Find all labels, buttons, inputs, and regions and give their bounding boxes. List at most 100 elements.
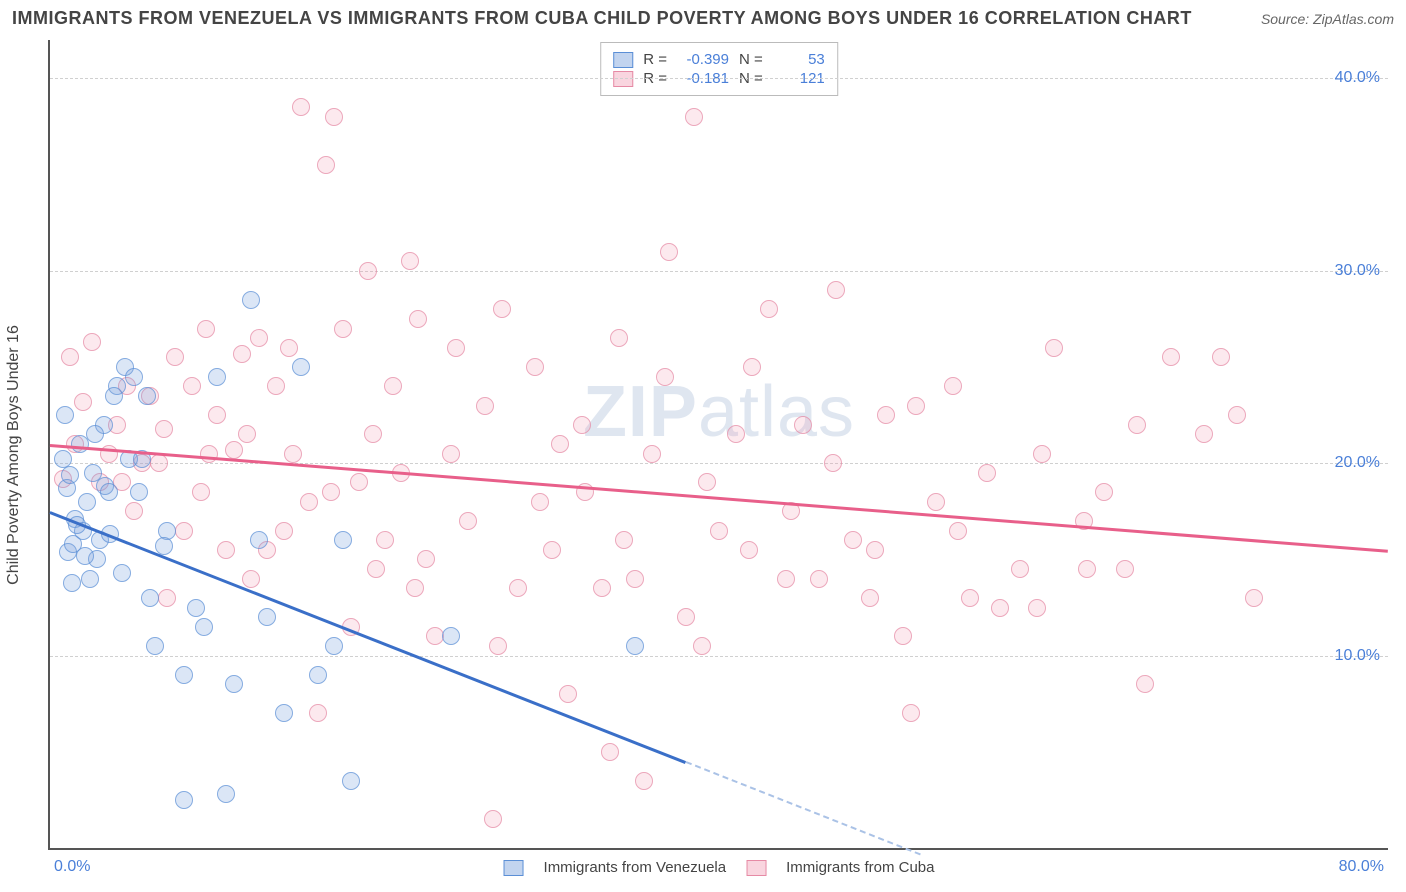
data-point-cuba (656, 368, 674, 386)
data-point-cuba (677, 608, 695, 626)
y-axis-label: Child Poverty Among Boys Under 16 (5, 325, 23, 585)
source-attr: Source: ZipAtlas.com (1261, 11, 1394, 27)
data-point-venezuela (81, 570, 99, 588)
data-point-cuba (961, 589, 979, 607)
data-point-venezuela (309, 666, 327, 684)
data-point-cuba (991, 599, 1009, 617)
data-point-cuba (844, 531, 862, 549)
data-point-venezuela (146, 637, 164, 655)
data-point-cuba (192, 483, 210, 501)
data-point-cuba (401, 252, 419, 270)
data-point-venezuela (175, 666, 193, 684)
data-point-cuba (484, 810, 502, 828)
data-point-cuba (794, 416, 812, 434)
r-label: R = (643, 51, 667, 68)
data-point-cuba (1116, 560, 1134, 578)
x-tick-min: 0.0% (54, 858, 90, 876)
watermark-bold: ZIP (583, 372, 698, 452)
data-point-cuba (978, 464, 996, 482)
data-point-cuba (364, 425, 382, 443)
trendline-dash-venezuela (685, 761, 920, 855)
x-tick-max: 80.0% (1339, 858, 1384, 876)
data-point-venezuela (61, 466, 79, 484)
data-point-cuba (197, 320, 215, 338)
data-point-cuba (1028, 599, 1046, 617)
data-point-cuba (1228, 406, 1246, 424)
data-point-venezuela (334, 531, 352, 549)
data-point-cuba (83, 333, 101, 351)
trendline-venezuela (50, 511, 686, 763)
data-point-cuba (551, 435, 569, 453)
data-point-cuba (334, 320, 352, 338)
data-point-cuba (927, 493, 945, 511)
data-point-cuba (350, 473, 368, 491)
data-point-cuba (1033, 445, 1051, 463)
data-point-venezuela (442, 627, 460, 645)
data-point-cuba (208, 406, 226, 424)
data-point-cuba (1045, 339, 1063, 357)
data-point-cuba (74, 393, 92, 411)
data-point-cuba (250, 329, 268, 347)
data-point-cuba (877, 406, 895, 424)
data-point-cuba (610, 329, 628, 347)
data-point-cuba (442, 445, 460, 463)
data-point-cuba (166, 348, 184, 366)
data-point-venezuela (242, 291, 260, 309)
data-point-venezuela (76, 547, 94, 565)
data-point-venezuela (258, 608, 276, 626)
data-point-cuba (61, 348, 79, 366)
data-point-venezuela (56, 406, 74, 424)
data-point-cuba (155, 420, 173, 438)
gridline (50, 78, 1388, 79)
data-point-cuba (175, 522, 193, 540)
data-point-cuba (949, 522, 967, 540)
data-point-cuba (459, 512, 477, 530)
data-point-cuba (150, 454, 168, 472)
data-point-venezuela (208, 368, 226, 386)
y-tick-label: 40.0% (1335, 69, 1380, 87)
data-point-venezuela (275, 704, 293, 722)
data-point-cuba (777, 570, 795, 588)
data-point-cuba (643, 445, 661, 463)
data-point-cuba (292, 98, 310, 116)
data-point-venezuela (130, 483, 148, 501)
data-point-cuba (426, 627, 444, 645)
data-point-cuba (476, 397, 494, 415)
data-point-cuba (238, 425, 256, 443)
data-point-cuba (447, 339, 465, 357)
data-point-cuba (1128, 416, 1146, 434)
data-point-cuba (1195, 425, 1213, 443)
data-point-cuba (710, 522, 728, 540)
data-point-venezuela (292, 358, 310, 376)
swatch-pink (746, 860, 766, 876)
data-point-venezuela (86, 425, 104, 443)
data-point-cuba (660, 243, 678, 261)
data-point-cuba (685, 108, 703, 126)
data-point-cuba (225, 441, 243, 459)
data-point-venezuela (250, 531, 268, 549)
gridline (50, 271, 1388, 272)
data-point-cuba (1078, 560, 1096, 578)
data-point-cuba (417, 550, 435, 568)
data-point-cuba (635, 772, 653, 790)
watermark-thin: atlas (698, 372, 855, 452)
data-point-venezuela (100, 483, 118, 501)
data-point-cuba (907, 397, 925, 415)
data-point-cuba (693, 637, 711, 655)
data-point-cuba (626, 570, 644, 588)
data-point-venezuela (225, 675, 243, 693)
data-point-venezuela (325, 637, 343, 655)
data-point-cuba (242, 570, 260, 588)
data-point-cuba (217, 541, 235, 559)
legend-row: R = -0.399 N = 53 (613, 51, 825, 68)
watermark: ZIPatlas (583, 371, 855, 453)
data-point-cuba (531, 493, 549, 511)
data-point-venezuela (138, 387, 156, 405)
data-point-cuba (740, 541, 758, 559)
data-point-cuba (543, 541, 561, 559)
series-legend: Immigrants from Venezuela Immigrants fro… (504, 859, 935, 876)
data-point-cuba (824, 454, 842, 472)
data-point-cuba (284, 445, 302, 463)
data-point-cuba (743, 358, 761, 376)
data-point-venezuela (195, 618, 213, 636)
